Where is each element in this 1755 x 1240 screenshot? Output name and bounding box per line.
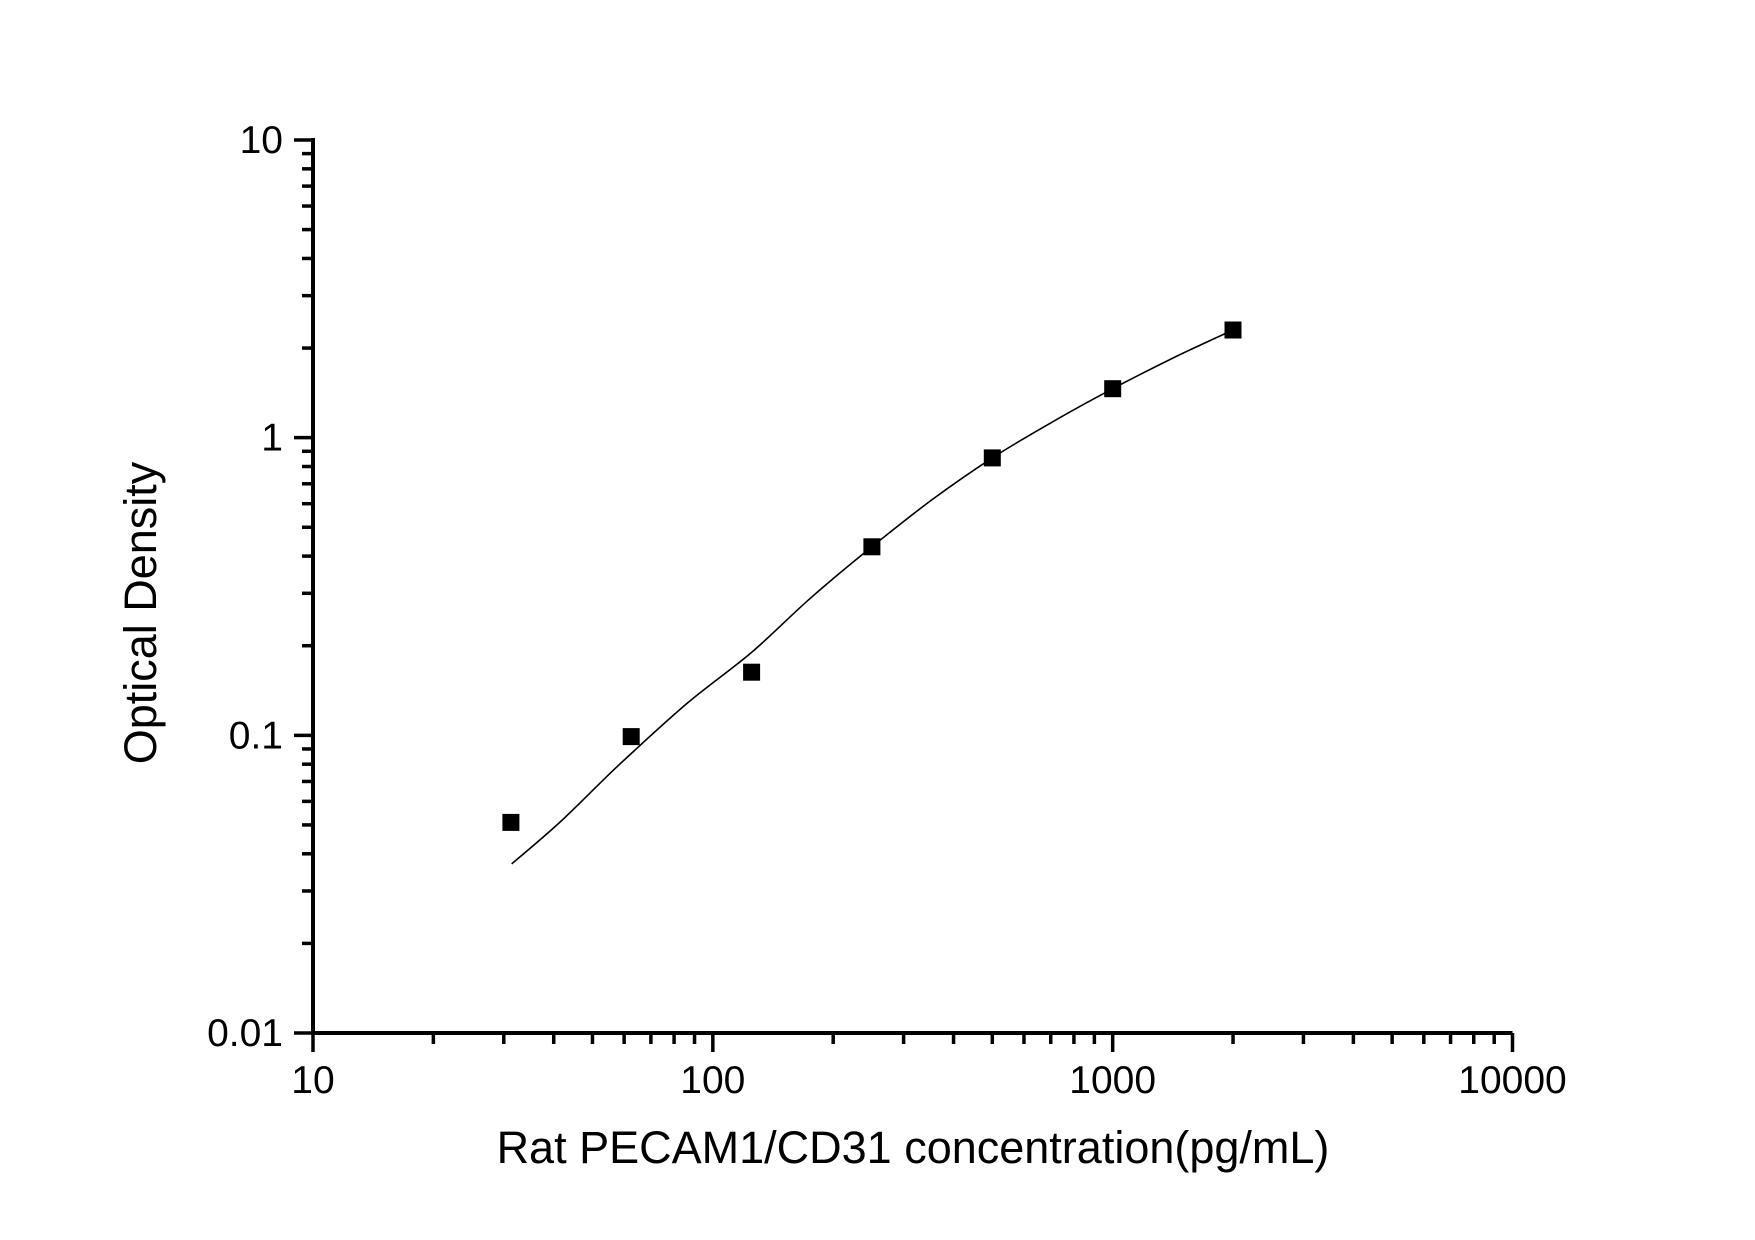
y-axis-tick-label: 10 xyxy=(240,119,283,162)
data-point-marker xyxy=(743,663,761,681)
y-axis-title: Optical Density xyxy=(115,461,166,764)
axes-frame xyxy=(311,138,1513,1035)
x-axis-tick-label: 100 xyxy=(680,1059,745,1102)
y-axis-tick-label: 0.01 xyxy=(207,1012,283,1055)
x-axis-tick-label: 10 xyxy=(291,1059,334,1102)
x-axis-tick-label: 10000 xyxy=(1458,1059,1566,1102)
data-point-marker xyxy=(863,538,881,556)
data-point-marker xyxy=(622,728,640,746)
x-axis-tick-label: 1000 xyxy=(1069,1059,1156,1102)
x-axis-title: Rat PECAM1/CD31 concentration(pg/mL) xyxy=(497,1122,1330,1173)
y-axis-tick-label: 1 xyxy=(261,417,283,460)
data-point-marker xyxy=(502,813,520,831)
data-point-marker xyxy=(1224,321,1242,339)
y-axis-tick-label: 0.1 xyxy=(229,714,283,757)
plot-area: 10 100 1000 10000 10 1 0.1 0.01 xyxy=(207,119,1567,1102)
data-point-marker xyxy=(983,449,1001,467)
fit-curve-line xyxy=(511,329,1234,865)
data-point-marker xyxy=(1104,380,1122,398)
